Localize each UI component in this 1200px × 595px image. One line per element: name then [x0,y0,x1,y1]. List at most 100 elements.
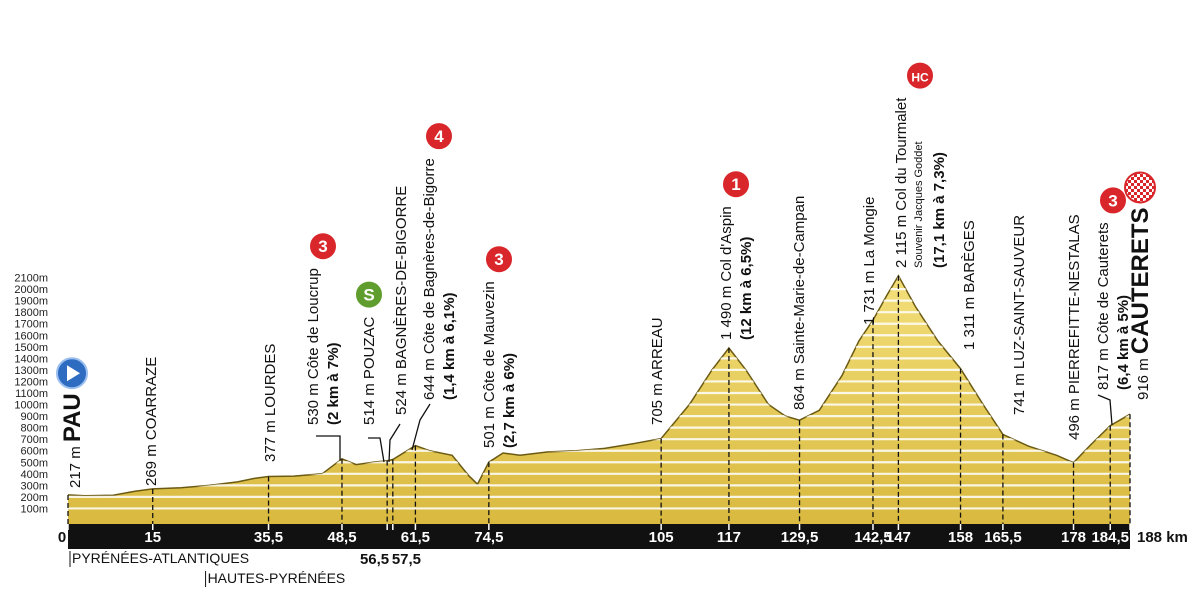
waypoint-name: LOURDES [262,344,279,417]
altitude-label: 916 m [1135,358,1152,400]
waypoint-label: 705 m ARREAU [649,317,666,425]
waypoint-label: 269 m COARRAZE [143,357,160,486]
y-tick-label: 1000m [14,400,48,412]
y-tick-label: 1200m [14,376,48,388]
department-name: PYRÉNÉES-ATLANTIQUES [72,550,249,566]
waypoint-label: 1 490 m Col d'Aspin [718,206,735,340]
altitude-label: 1 311 m [961,297,978,350]
x-tick-label: 188 km [1137,529,1188,546]
waypoint-name: Sainte-Marie-de-Campan [791,196,808,364]
altitude-label: 864 m [791,368,808,410]
waypoint-name: BARÈGES [961,220,978,293]
x-tick-label: 158 [948,529,973,546]
waypoint-name: Côte de Loucrup [305,268,322,379]
x-tick-label: 61,5 [401,529,430,546]
y-tick-label: 1400m [14,353,48,365]
altitude-label: 741 m [1011,373,1028,415]
x-tick-label: 105 [649,529,674,546]
y-tick-label: 600m [20,446,48,458]
y-tick-label: 100m [20,503,48,515]
leader-line [1097,394,1113,426]
climb-category: 1 [731,175,740,194]
climb-detail: (2,7 km à 6%) [501,353,518,448]
x-tick-label: 117 [717,529,741,546]
climb-badge [1098,185,1128,216]
waypoint-name: Col d'Aspin [718,206,735,281]
waypoint-label: 817 m Côte de Cauterets [1095,222,1112,390]
climb-detail: (6,4 km à 5%) [1115,295,1132,390]
altitude-label: 269 m [143,444,160,486]
altitude-label: 377 m [262,420,279,462]
x-tick-label: 15 [144,529,161,546]
altitude-label: 501 m [481,406,498,448]
y-tick-label: 400m [20,469,48,481]
waypoint-name: Côte de Cauterets [1095,222,1112,344]
waypoint-name: CAUTERETS [1127,207,1154,354]
climb-category: S [363,286,374,305]
altitude-label: 817 m [1095,348,1112,390]
waypoint-label: 864 m Sainte-Marie-de-Campan [791,196,808,410]
x-tick-label: 142,5 [854,529,892,546]
climb-badge [308,231,338,262]
altitude-label: 1 490 m [718,286,735,340]
waypoint-label: 916 m CAUTERETS [1127,207,1154,400]
altitude-label: 524 m [393,373,410,415]
y-tick-label: 1500m [14,342,48,354]
leader-line [368,437,385,463]
leader-line [388,423,401,463]
y-tick-label: 1100m [15,388,48,400]
waypoint-name: Col du Tourmalet [893,97,910,211]
y-tick-label: 1300m [14,365,48,377]
waypoint-name: POUZAC [361,316,378,379]
y-tick-label: 500m [20,457,48,469]
x-tick-label: 56,5 [360,551,389,568]
y-tick-label: 300m [20,480,48,492]
altitude-label: 644 m [421,358,438,400]
x-tick-label: 74,5 [474,529,503,546]
y-tick-label: 1700m [14,319,48,331]
climb-badge [484,244,514,275]
annotation-layer: 100m200m300m400m500m600m700m800m900m1000… [14,60,1188,587]
waypoint-label: 524 m BAGNÈRES-DE-BIGORRE [393,186,410,415]
x-tick-label: 147 [886,529,911,546]
climb-badge [354,279,384,310]
climb-category: 4 [434,127,444,146]
km-bar [68,524,1130,549]
x-tick-label: 165,5 [984,529,1022,546]
waypoint-name: LUZ-SAINT-SAUVEUR [1011,215,1028,369]
altitude-label: 217 m [67,446,84,488]
altitude-label: 2 115 m [893,215,910,268]
leader-line [411,403,431,451]
altitude-label: 514 m [361,383,378,425]
waypoint-name: PAU [59,393,86,442]
x-tick-label: 57,5 [392,551,421,568]
waypoint-label: 217 m PAU [59,393,86,488]
climb-badge [721,169,751,200]
climb-category: 3 [1108,191,1117,210]
climb-category: HC [911,71,929,85]
waypoint-name: Côte de Bagnères-de-Bigorre [421,158,438,354]
x-tick-label: 48,5 [327,529,356,546]
waypoint-label: 2 115 m Col du Tourmalet [893,97,910,268]
climb-badge [905,60,935,91]
altitude-label: 530 m [305,383,322,425]
profile-line [67,274,1131,497]
y-tick-label: 1600m [14,330,48,342]
y-tick-label: 1900m [14,296,48,308]
y-tick-label: 900m [20,411,48,423]
waypoint-name: La Mongie [861,197,878,267]
climb-detail: (12 km à 6,5%) [738,237,755,340]
waypoint-name: Côte de Mauvezin [481,281,498,402]
climb-detail: (17,1 km à 7,3%) [931,152,948,268]
waypoint-name: COARRAZE [143,357,160,440]
climb-category: 3 [318,237,327,256]
department-name: HAUTES-PYRÉNÉES [208,570,346,586]
x-tick-label: 0 [58,529,66,546]
waypoint-label: 644 m Côte de Bagnères-de-Bigorre [421,158,438,400]
waypoint-note: Souvenir Jacques Goddet [913,141,925,268]
x-tick-label: 184,5 [1091,529,1129,546]
x-tick-label: 129,5 [781,529,819,546]
climb-category: 3 [494,250,503,269]
waypoint-name: PIERREFITTE-NESTALAS [1066,214,1083,394]
